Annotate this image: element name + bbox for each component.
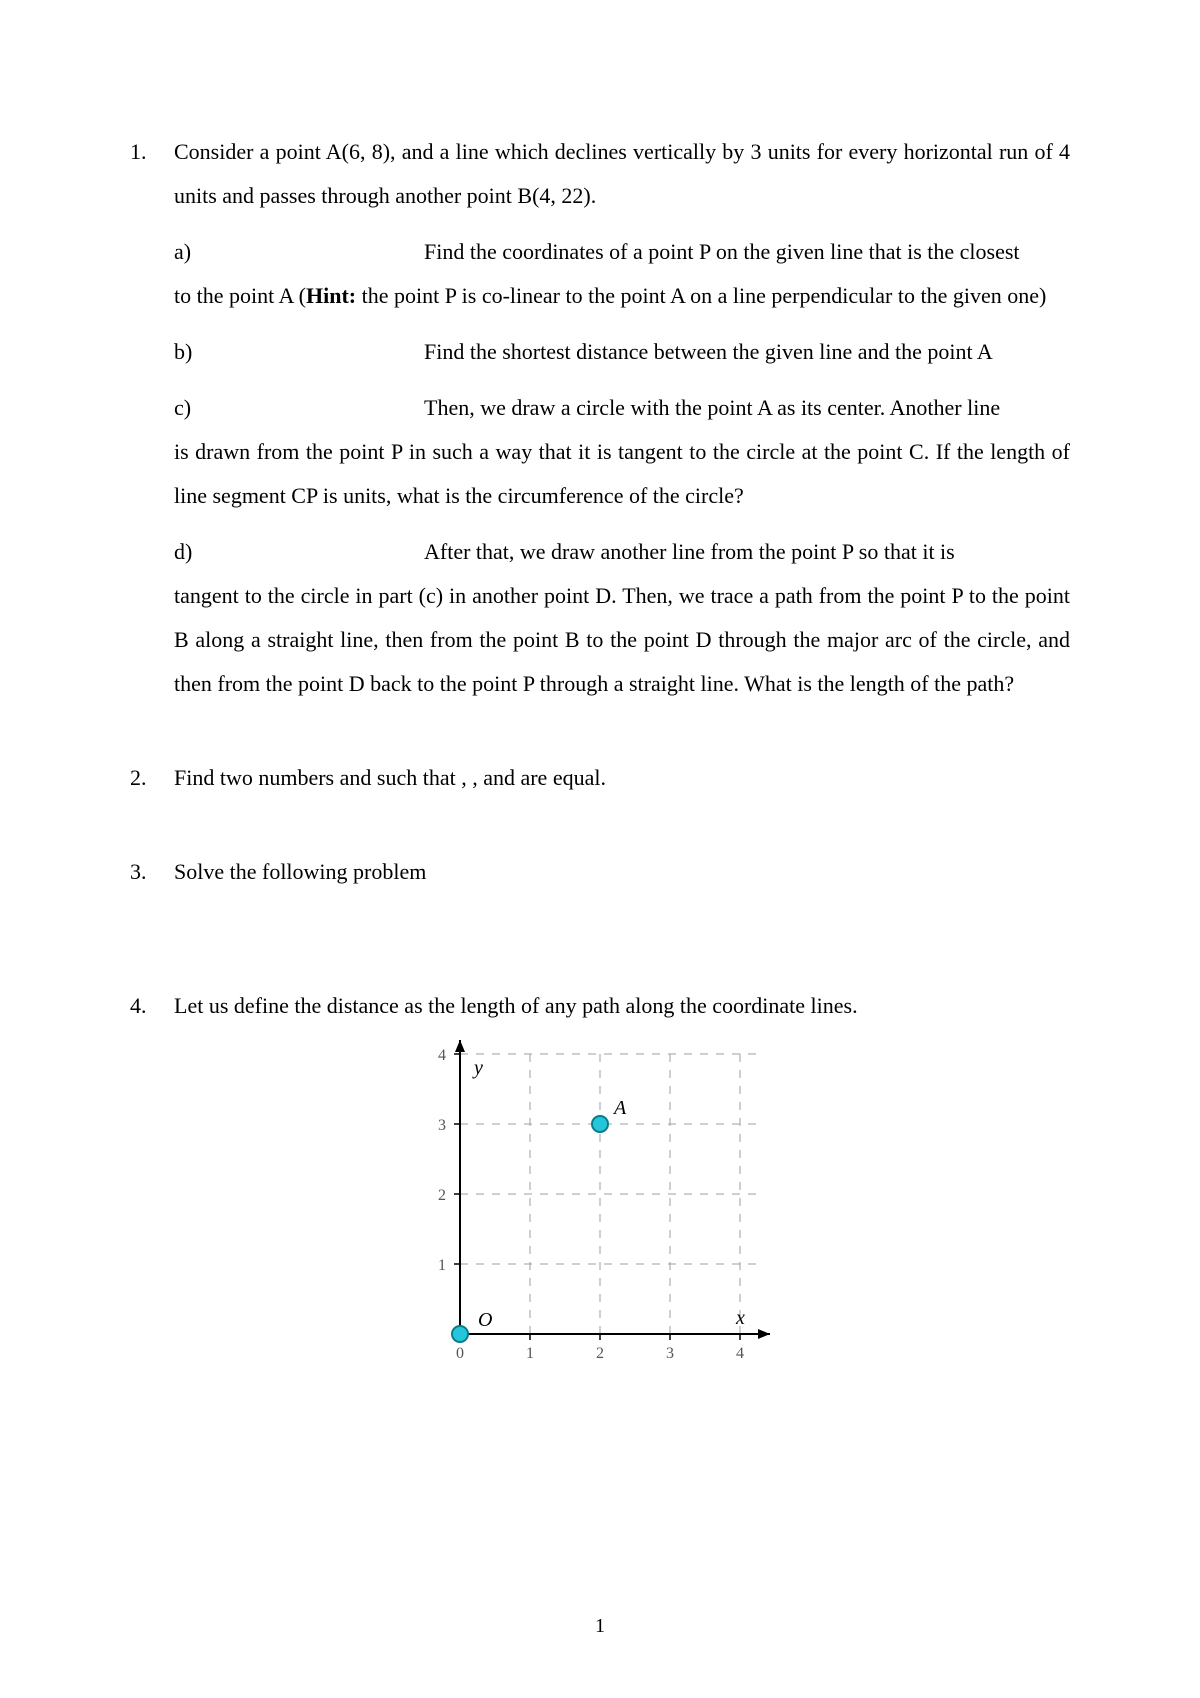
problem-1a-first: Find the coordinates of a point P on the… [424,230,1070,274]
problem-2-number: 2. [130,756,174,800]
svg-text:3: 3 [438,1117,446,1134]
problem-3-number: 3. [130,850,174,894]
problem-1c-rest: is drawn from the point P in such a way … [174,430,1070,518]
page-number: 1 [0,1615,1200,1638]
svg-text:4: 4 [736,1345,744,1362]
problem-1-number: 1. [130,130,174,174]
problem-1c-first: Then, we draw a circle with the point A … [424,386,1070,430]
problem-1a-rest-post: the point P is co-linear to the point A … [356,283,1046,308]
problem-3-text: Solve the following problem [174,850,1070,894]
problem-1b-text: Find the shortest distance between the g… [424,330,1070,374]
problem-4-figure: 0 1 2 3 4 1 2 3 4 Ox y A [130,1034,1070,1369]
problem-1d-first: After that, we draw another line from th… [424,530,1070,574]
svg-text:3: 3 [666,1345,674,1362]
problem-1b: b) Find the shortest distance between th… [174,330,1070,374]
problem-2: 2. Find two numbers and such that , , an… [130,756,1070,800]
problem-1b-label: b) [174,330,424,374]
problem-4-text: Let us define the distance as the length… [174,984,1070,1028]
svg-text:0: 0 [456,1345,464,1362]
svg-text:4: 4 [438,1047,446,1064]
problem-1d: d) After that, we draw another line from… [174,530,1070,574]
problem-4-number: 4. [130,984,174,1028]
problem-1c-label: c) [174,386,424,430]
problem-1a-hint: Hint: [306,283,356,308]
problem-1d-rest: tangent to the circle in part (c) in ano… [174,574,1070,706]
problem-1-intro-text: Consider a point A(6, 8), and a line whi… [174,130,1070,218]
problem-2-text: Find two numbers and such that , , and a… [174,756,1070,800]
svg-text:x: x [735,1307,745,1329]
problem-1a-rest-pre: to the point A ( [174,283,306,308]
svg-text:A: A [612,1097,627,1119]
problem-1-intro: 1. Consider a point A(6, 8), and a line … [130,130,1070,218]
problem-1a: a) Find the coordinates of a point P on … [174,230,1070,274]
problem-1d-label: d) [174,530,424,574]
svg-text:1: 1 [526,1345,534,1362]
problem-1: 1. Consider a point A(6, 8), and a line … [130,130,1070,706]
svg-text:1: 1 [438,1257,446,1274]
svg-text:2: 2 [438,1187,446,1204]
svg-text:O: O [478,1309,492,1331]
problem-1a-rest: to the point A (Hint: the point P is co-… [174,274,1070,318]
svg-text:2: 2 [596,1345,604,1362]
coordinate-plot: 0 1 2 3 4 1 2 3 4 Ox y A [400,1034,800,1364]
problem-3: 3. Solve the following problem [130,850,1070,894]
problem-1c: c) Then, we draw a circle with the point… [174,386,1070,430]
problem-4: 4. Let us define the distance as the len… [130,984,1070,1369]
problem-1a-label: a) [174,230,424,274]
svg-text:y: y [472,1057,483,1079]
